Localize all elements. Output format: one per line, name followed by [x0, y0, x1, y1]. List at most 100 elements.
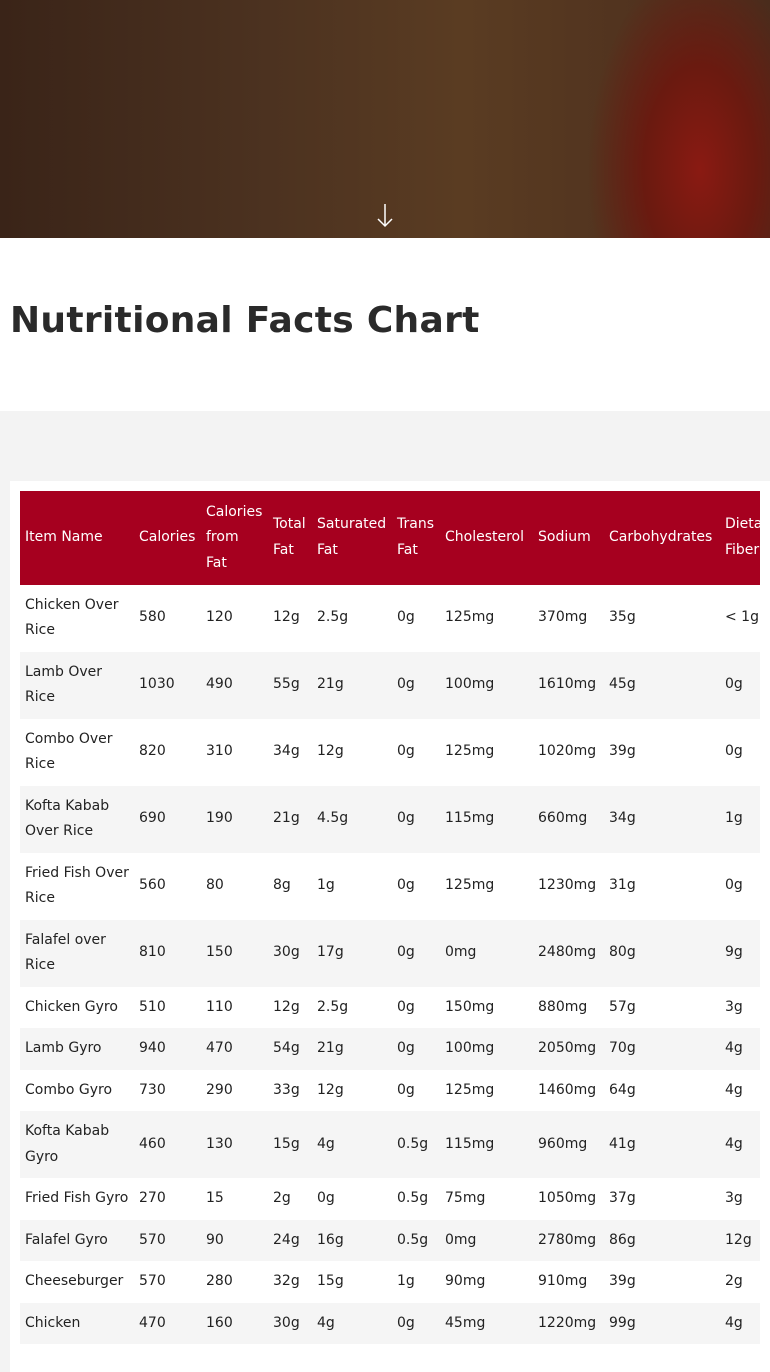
- column-header: Sodium: [533, 491, 604, 585]
- value-cell: 0mg: [440, 1219, 533, 1261]
- value-cell: 15g: [268, 1111, 312, 1178]
- item-name-cell: Cheeseburger: [25, 1273, 124, 1289]
- value-cell: 33g: [273, 1081, 300, 1098]
- scroll-arrow[interactable]: [376, 203, 394, 229]
- value-cell: 86g: [604, 1219, 720, 1261]
- value-cell: 45mg: [440, 1302, 533, 1344]
- table-row: Lamb Over Rice 1030 490 55g 21g 0g 100mg 1610mg…: [20, 651, 760, 719]
- column-header: Total Fat: [268, 491, 312, 585]
- item-name-cell: Falafel over Rice: [20, 919, 134, 987]
- value-cell: 31g: [609, 877, 636, 894]
- value-cell: 1050mg: [538, 1190, 597, 1206]
- value-cell: 150mg: [445, 998, 495, 1015]
- table-row: Fried Fish Gyro 270 15 2g 0g 0.5g 75mg 1050mg 37…: [20, 1178, 760, 1220]
- value-cell: 1g: [720, 785, 760, 853]
- value-cell: 730: [139, 1081, 166, 1098]
- value-cell: 2g: [725, 1273, 743, 1289]
- item-name-cell: Fried Fish Gyro: [25, 1190, 129, 1206]
- column-header: Calories: [134, 491, 201, 585]
- value-cell: 150: [201, 919, 268, 987]
- value-cell: 41g: [604, 1111, 720, 1178]
- value-cell: 0g: [392, 1028, 440, 1070]
- header-row: Item Name Calories Calories from Fat Total …: [20, 491, 760, 585]
- value-cell: 12g: [317, 1081, 344, 1098]
- value-cell: 370mg: [538, 609, 588, 626]
- value-cell: 99g: [604, 1302, 720, 1344]
- column-header: Calories from Fat: [201, 491, 268, 585]
- value-cell: 2g: [273, 1190, 291, 1206]
- table-row: Falafel over Rice 810 150 30g 17g 0g 0mg 2480mg…: [20, 919, 760, 987]
- value-cell: 15g: [317, 1273, 344, 1289]
- value-cell: 35g: [609, 609, 636, 626]
- value-cell: 0g: [392, 785, 440, 853]
- value-cell: 120: [206, 609, 233, 626]
- value-cell: 160: [201, 1302, 268, 1344]
- table-row: Fried Fish Over Rice 560 80 8g 1g 0g 125mg 1230…: [20, 853, 760, 920]
- value-cell: 24g: [268, 1219, 312, 1261]
- value-cell: 1230mg: [538, 877, 597, 894]
- item-name-cell: Combo Gyro: [25, 1081, 113, 1098]
- value-cell: 64g: [609, 1081, 636, 1098]
- value-cell: 12g: [273, 998, 300, 1015]
- value-cell: 80g: [604, 919, 720, 987]
- table-row: Chicken Over Rice 580 120 12g 2.5g 0g 125mg 370…: [20, 585, 760, 652]
- item-name-cell: Kofta Kabab Over Rice: [20, 785, 134, 853]
- value-cell: 2050mg: [533, 1028, 604, 1070]
- value-cell: 17g: [312, 919, 392, 987]
- value-cell: 125mg: [445, 1081, 495, 1098]
- value-cell: 1g: [317, 877, 335, 894]
- item-name-cell: Chicken Gyro: [25, 998, 118, 1015]
- value-cell: 75mg: [445, 1190, 486, 1206]
- table-row: Kofta Kabab Gyro 460 130 15g 4g 0.5g 115mg 960m…: [20, 1111, 760, 1178]
- column-header: Saturated Fat: [312, 491, 392, 585]
- table-row: Falafel Gyro 570 90 24g 16g 0.5g 0mg 2780mg 86g 1…: [20, 1219, 760, 1261]
- value-cell: 125mg: [445, 877, 495, 894]
- column-header: Carbohydrates: [604, 491, 720, 585]
- value-cell: < 1g: [725, 609, 759, 626]
- value-cell: 125mg: [445, 743, 495, 760]
- value-cell: 460: [134, 1111, 201, 1178]
- value-cell: 570: [134, 1219, 201, 1261]
- value-cell: 9g: [720, 919, 760, 987]
- value-cell: 4g: [720, 1111, 760, 1178]
- value-cell: 2780mg: [533, 1219, 604, 1261]
- value-cell: 470: [201, 1028, 268, 1070]
- value-cell: 12g: [720, 1219, 760, 1261]
- value-cell: 125mg: [445, 609, 495, 626]
- item-name-cell: Falafel Gyro: [20, 1219, 134, 1261]
- value-cell: 4g: [720, 1028, 760, 1070]
- table-row: Chicken Gyro 510 110 12g 2.5g 0g 150mg 880mg 57g…: [20, 987, 760, 1029]
- value-cell: 0.5g: [397, 1190, 429, 1206]
- hero-image: [0, 0, 770, 238]
- value-cell: 0g: [392, 919, 440, 987]
- item-name-cell: Lamb Over Rice: [20, 651, 134, 719]
- table-row: Lamb Gyro 940 470 54g 21g 0g 100mg 2050mg 70g 4g: [20, 1028, 760, 1070]
- value-cell: 4g: [312, 1111, 392, 1178]
- value-cell: 4g: [725, 1081, 743, 1098]
- item-name-cell: Combo Over Rice: [25, 730, 113, 773]
- item-name-cell: Chicken Over Rice: [25, 596, 119, 639]
- value-cell: 280: [206, 1273, 233, 1289]
- table-body: Chicken Over Rice 580 120 12g 2.5g 0g 125mg 370…: [20, 585, 760, 1344]
- value-cell: 580: [139, 609, 166, 626]
- value-cell: 100mg: [440, 651, 533, 719]
- value-cell: 0g: [397, 1081, 415, 1098]
- value-cell: 0.5g: [392, 1111, 440, 1178]
- value-cell: 910mg: [538, 1273, 588, 1289]
- value-cell: 4.5g: [312, 785, 392, 853]
- value-cell: 21g: [312, 1028, 392, 1070]
- column-header: Trans Fat: [392, 491, 440, 585]
- table-row: Kofta Kabab Over Rice 690 190 21g 4.5g 0g 115m…: [20, 785, 760, 853]
- value-cell: 34g: [273, 743, 300, 760]
- value-cell: 39g: [609, 1273, 636, 1289]
- value-cell: 3g: [725, 1190, 743, 1206]
- value-cell: 490: [201, 651, 268, 719]
- value-cell: 37g: [609, 1190, 636, 1206]
- value-cell: 960mg: [533, 1111, 604, 1178]
- value-cell: 810: [134, 919, 201, 987]
- value-cell: 21g: [268, 785, 312, 853]
- value-cell: 30g: [268, 1302, 312, 1344]
- value-cell: 8g: [273, 877, 291, 894]
- value-cell: 30g: [268, 919, 312, 987]
- value-cell: 940: [134, 1028, 201, 1070]
